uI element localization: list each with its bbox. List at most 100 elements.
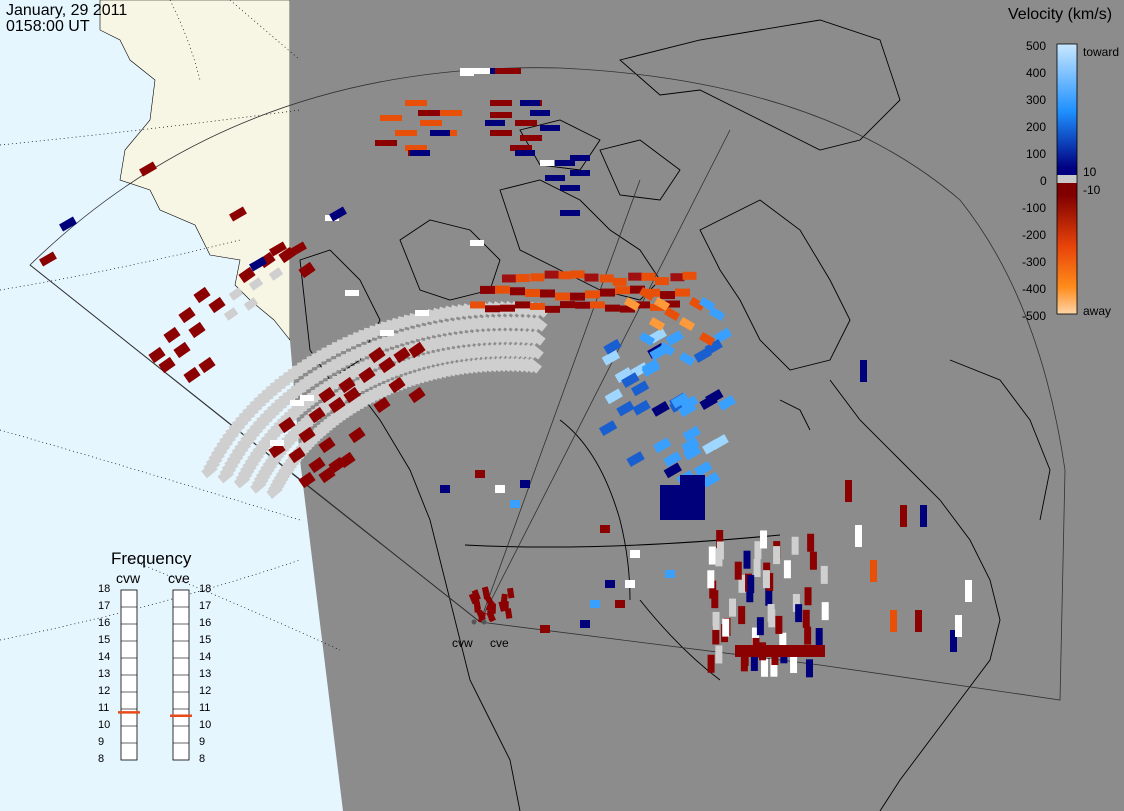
frequency-scale-label: 14 bbox=[199, 651, 212, 663]
velocity-cell bbox=[158, 356, 176, 374]
velocity-cell bbox=[630, 285, 645, 294]
frequency-scale-label: 9 bbox=[199, 736, 206, 748]
velocity-cell bbox=[529, 329, 546, 346]
velocity-cell bbox=[605, 580, 615, 588]
velocity-cell bbox=[615, 600, 625, 608]
velocity-cell bbox=[804, 626, 812, 645]
velocity-cell bbox=[590, 301, 605, 309]
radar-label-cve: cve bbox=[490, 636, 509, 650]
velocity-cell bbox=[378, 356, 396, 374]
colorbar-tick-label: -500 bbox=[1022, 309, 1047, 323]
velocity-cell bbox=[681, 437, 700, 453]
velocity-cell bbox=[716, 541, 724, 560]
velocity-cell bbox=[658, 342, 676, 356]
velocity-cell bbox=[792, 593, 800, 612]
velocity-cell bbox=[570, 155, 590, 161]
velocity-cell bbox=[950, 630, 957, 652]
frequency-scale-label: 18 bbox=[98, 583, 111, 595]
velocity-cell bbox=[328, 396, 346, 414]
velocity-cell bbox=[694, 461, 713, 477]
velocity-cell bbox=[820, 565, 828, 584]
velocity-cells bbox=[39, 68, 972, 678]
velocity-cell bbox=[753, 559, 761, 578]
velocity-cell bbox=[616, 400, 635, 417]
velocity-cell bbox=[707, 570, 715, 589]
colorbar-tick-label: 400 bbox=[1026, 66, 1047, 80]
velocity-cell bbox=[229, 206, 247, 222]
velocity-cell bbox=[510, 500, 520, 508]
frequency-scale-label: 15 bbox=[199, 634, 212, 646]
colorbar-toward-label: toward bbox=[1083, 45, 1120, 59]
velocity-cell bbox=[495, 485, 505, 493]
velocity-cell bbox=[701, 471, 721, 488]
velocity-cell bbox=[767, 604, 775, 623]
velocity-cell bbox=[575, 301, 590, 309]
velocity-cell bbox=[470, 301, 485, 309]
velocity-cell bbox=[198, 356, 216, 374]
velocity-cell bbox=[485, 120, 505, 126]
velocity-cell bbox=[373, 396, 391, 414]
velocity-cell bbox=[729, 598, 737, 617]
velocity-cell bbox=[560, 301, 575, 309]
velocity-cell bbox=[770, 658, 778, 677]
velocity-cell bbox=[750, 652, 758, 671]
velocity-cell bbox=[570, 292, 585, 301]
velocity-cell bbox=[675, 288, 690, 297]
frequency-scale-label: 10 bbox=[199, 719, 212, 731]
velocity-cell bbox=[648, 317, 666, 331]
velocity-cell bbox=[318, 466, 336, 484]
velocity-cell bbox=[779, 632, 787, 651]
velocity-cell bbox=[709, 580, 717, 599]
velocity-cell bbox=[473, 602, 481, 613]
velocity-cell bbox=[380, 115, 402, 121]
velocity-cell bbox=[708, 546, 716, 565]
velocity-cell bbox=[487, 609, 495, 621]
velocity-cell bbox=[173, 341, 191, 359]
time-label: 0158:00 UT bbox=[6, 18, 90, 35]
frequency-scale-label: 10 bbox=[98, 719, 111, 731]
velocity-cell bbox=[308, 406, 326, 424]
velocity-cell bbox=[380, 330, 394, 336]
velocity-cell bbox=[707, 654, 715, 673]
frequency-scale-label: 16 bbox=[199, 617, 212, 629]
velocity-cell bbox=[795, 604, 803, 623]
velocity-cell bbox=[711, 590, 719, 609]
velocity-cell bbox=[480, 285, 495, 294]
velocity-cell bbox=[746, 584, 754, 603]
velocity-cell bbox=[470, 240, 484, 246]
velocity-cell bbox=[148, 346, 166, 364]
velocity-cell bbox=[652, 437, 672, 454]
velocity-cell bbox=[388, 376, 406, 394]
velocity-cell bbox=[760, 530, 768, 549]
velocity-cell bbox=[228, 287, 244, 301]
velocity-colorbar bbox=[1056, 43, 1078, 315]
velocity-cell bbox=[860, 360, 867, 382]
velocity-cell bbox=[139, 161, 157, 177]
velocity-cell bbox=[515, 120, 537, 126]
velocity-cell bbox=[269, 241, 287, 257]
velocity-cell bbox=[248, 277, 264, 291]
velocity-cell bbox=[712, 626, 720, 645]
velocity-cell bbox=[590, 600, 600, 608]
velocity-cell bbox=[527, 343, 544, 360]
velocity-cell bbox=[345, 290, 359, 296]
velocity-cell bbox=[495, 68, 521, 74]
velocity-cell bbox=[558, 271, 573, 280]
freq-radar-label-cvw: cvw bbox=[116, 570, 141, 586]
velocity-cell bbox=[698, 297, 716, 311]
velocity-cell bbox=[545, 175, 565, 181]
velocity-cell bbox=[626, 451, 645, 467]
velocity-cell bbox=[680, 475, 705, 490]
velocity-cell bbox=[39, 251, 57, 267]
velocity-cell bbox=[490, 112, 512, 118]
frequency-scale-label: 13 bbox=[98, 668, 111, 680]
frequency-scale-label: 17 bbox=[199, 600, 212, 612]
velocity-cell bbox=[804, 587, 812, 606]
velocity-cell bbox=[308, 456, 326, 474]
velocity-cell bbox=[765, 587, 773, 606]
velocity-cell bbox=[688, 297, 706, 311]
velocity-cell bbox=[408, 341, 426, 359]
velocity-cell bbox=[368, 346, 386, 364]
velocity-cell bbox=[635, 301, 650, 309]
velocity-cell bbox=[329, 206, 347, 222]
